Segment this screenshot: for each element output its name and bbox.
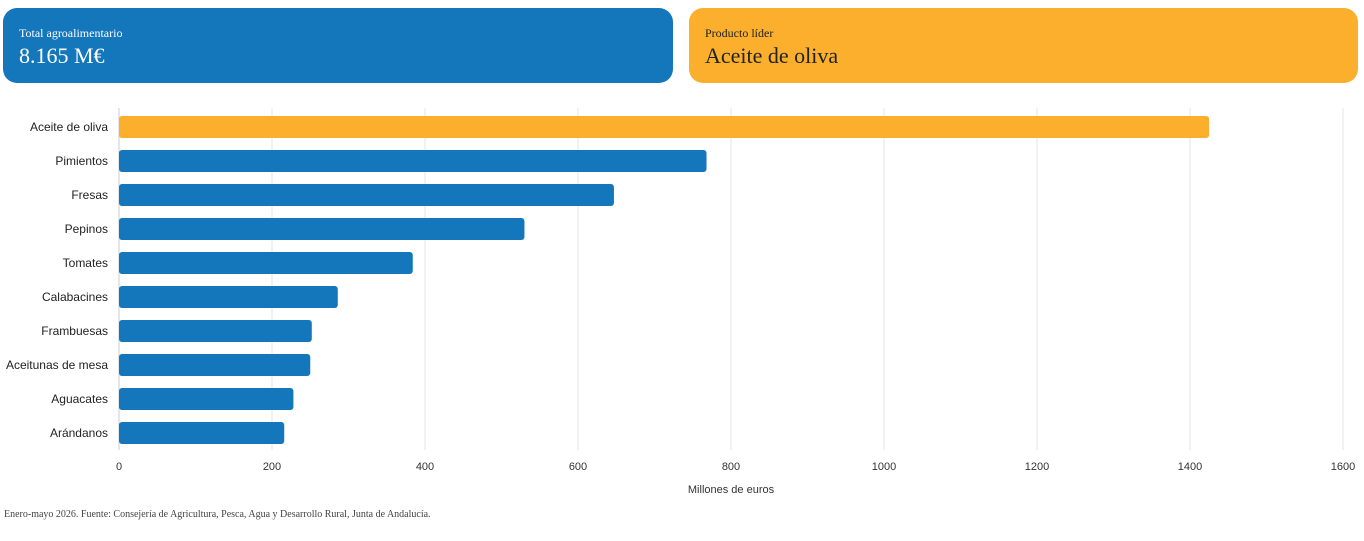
category-label: Aceitunas de mesa xyxy=(6,358,108,372)
category-label: Aceite de oliva xyxy=(30,120,108,134)
bar[interactable] xyxy=(119,388,294,410)
bar[interactable] xyxy=(119,252,413,274)
x-axis-title: Millones de euros xyxy=(688,484,775,496)
total-card-value: 8.165 M€ xyxy=(19,43,105,68)
source-footnote: Enero-mayo 2026. Fuente: Consejería de A… xyxy=(4,509,431,520)
bar[interactable] xyxy=(119,286,338,308)
total-card: Total agroalimentario 8.165 M€ xyxy=(3,8,673,83)
category-label: Calabacines xyxy=(42,290,108,304)
bar[interactable] xyxy=(119,116,1210,138)
bar[interactable] xyxy=(119,422,285,444)
x-tick-label: 800 xyxy=(722,461,740,473)
x-tick-label: 200 xyxy=(263,461,281,473)
category-label: Tomates xyxy=(63,256,108,270)
bar[interactable] xyxy=(119,320,312,342)
x-axis-ticks: 0 200 400 600 800 1000 1200 1400 1600 xyxy=(116,461,1355,473)
x-tick-label: 400 xyxy=(416,461,434,473)
bar[interactable] xyxy=(119,184,614,206)
category-label: Aguacates xyxy=(51,392,108,406)
x-tick-label: 0 xyxy=(116,461,122,473)
x-tick-label: 1600 xyxy=(1331,461,1355,473)
bar[interactable] xyxy=(119,354,311,376)
category-label: Arándanos xyxy=(50,426,108,440)
total-card-label: Total agroalimentario xyxy=(19,26,123,40)
leader-card-label: Producto líder xyxy=(705,26,774,40)
leader-card-value: Aceite de oliva xyxy=(705,43,839,68)
x-tick-label: 600 xyxy=(569,461,587,473)
category-label: Frambuesas xyxy=(41,324,108,338)
category-label: Pepinos xyxy=(65,222,108,236)
x-tick-label: 1400 xyxy=(1178,461,1202,473)
bar[interactable] xyxy=(119,218,525,240)
category-label: Pimientos xyxy=(55,154,108,168)
bar[interactable] xyxy=(119,150,707,172)
leader-card: Producto líder Aceite de oliva xyxy=(689,8,1358,83)
bar-chart: Aceite de oliva Pimientos Fresas Pepinos Tom… xyxy=(6,108,1355,496)
category-labels: Aceite de oliva Pimientos Fresas Pepinos Tom… xyxy=(6,120,108,440)
category-label: Fresas xyxy=(71,188,108,202)
x-tick-label: 1200 xyxy=(1025,461,1049,473)
x-tick-label: 1000 xyxy=(872,461,896,473)
bars xyxy=(119,116,1210,444)
